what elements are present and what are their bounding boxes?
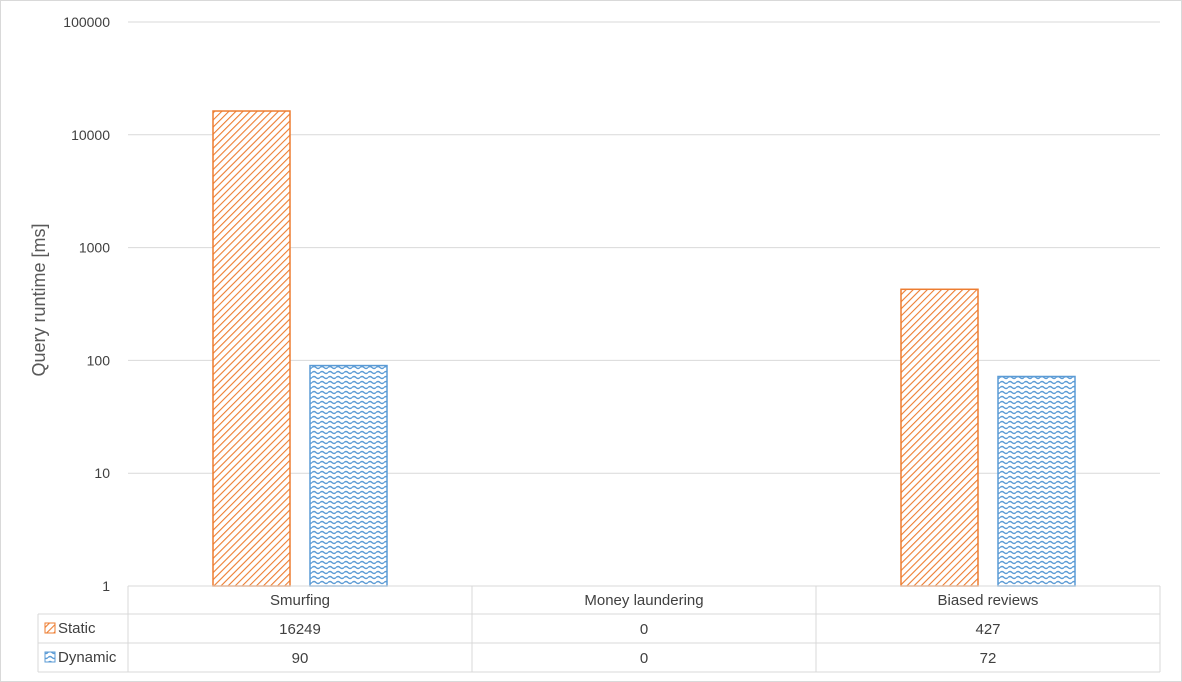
legend-swatch-dynamic <box>44 651 56 663</box>
category-label: Smurfing <box>270 592 330 609</box>
data-table: Smurfing Money laundering Biased reviews St… <box>37 585 1161 673</box>
category-label: Biased reviews <box>938 592 1039 609</box>
bar-static-3 <box>900 288 979 587</box>
bar-static-1 <box>212 110 291 587</box>
legend-swatch-static <box>44 622 56 634</box>
y-tick-label: 1000 <box>79 240 110 256</box>
bars <box>212 110 1076 587</box>
bar-dynamic-3 <box>997 375 1076 587</box>
table-value: 0 <box>640 621 648 638</box>
category-label: Money laundering <box>584 592 703 609</box>
bar-dynamic-1 <box>309 364 388 587</box>
table-value: 72 <box>980 650 997 667</box>
y-tick-label: 10000 <box>71 127 110 143</box>
legend-label-dynamic: Dynamic <box>58 649 117 666</box>
table-value: 16249 <box>279 621 321 638</box>
table-value: 90 <box>292 650 309 667</box>
y-tick-label: 1 <box>102 578 110 594</box>
table-value: 0 <box>640 650 648 667</box>
y-tick-label: 100 <box>87 352 111 368</box>
y-axis-label: Query runtime [ms] <box>29 223 49 376</box>
y-tick-label: 10 <box>94 465 110 481</box>
y-tick-label: 100000 <box>63 14 110 30</box>
legend-label-static: Static <box>58 620 96 637</box>
table-value: 427 <box>975 621 1000 638</box>
y-axis-ticks: 1 10 100 1000 10000 100000 <box>63 14 110 594</box>
